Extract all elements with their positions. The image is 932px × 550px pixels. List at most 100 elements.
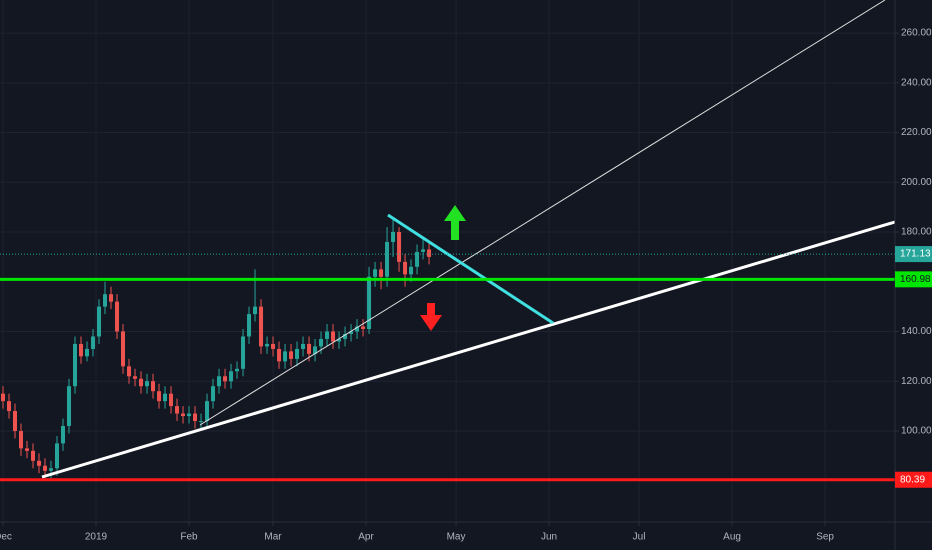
y-tick-label: 220.00 (901, 127, 932, 138)
candle-body (55, 443, 60, 469)
candle-body (181, 413, 186, 417)
drawings (41, 0, 896, 479)
candles (1, 217, 432, 480)
axes: 100.00 120.00 140.00 180.00 200.00 220.00 240.… (0, 28, 932, 543)
candle-body (97, 306, 102, 337)
candle-body (211, 386, 216, 402)
x-tick-label: Apr (358, 532, 374, 543)
candle-body (31, 450, 36, 461)
candle-body (85, 348, 90, 357)
trend-line (387, 213, 554, 325)
candle-body (49, 468, 54, 471)
x-tick-label: Jun (541, 532, 557, 543)
candle-body (295, 348, 300, 359)
x-tick-label: 2019 (85, 532, 108, 543)
candle-body (223, 376, 228, 382)
candle-body (109, 294, 114, 302)
candle-body (307, 343, 312, 354)
price-lines (0, 253, 895, 482)
down-arrow (420, 303, 442, 331)
candle-body (385, 241, 390, 277)
candle-body (79, 343, 84, 357)
candle-body (67, 386, 72, 427)
candle-body (193, 413, 198, 422)
trend-line (41, 220, 896, 479)
candle-body (115, 301, 120, 332)
candle-body (283, 351, 288, 362)
candle-body (229, 371, 234, 382)
candle-body (43, 465, 48, 471)
candle-body (151, 381, 156, 392)
candle-body (37, 460, 42, 466)
candle-body (13, 411, 18, 431)
x-tick-label: Jul (633, 532, 646, 543)
candle-body (427, 249, 432, 257)
candle-body (7, 401, 12, 412)
candle-body (163, 393, 168, 402)
candle-body (409, 266, 414, 275)
candle-body (91, 336, 96, 349)
y-tick-label: 140.00 (901, 326, 932, 337)
candle-body (337, 338, 342, 342)
x-tick-label: Feb (180, 532, 198, 543)
candle-body (343, 333, 348, 339)
candle-body (73, 343, 78, 387)
candle-body (421, 249, 426, 252)
candle-body (259, 306, 264, 347)
candle-body (169, 393, 174, 407)
x-tick-label: Sep (816, 532, 834, 543)
candle-body (373, 269, 378, 277)
candle-body (319, 338, 324, 347)
candle-body (313, 346, 318, 354)
candle-body (145, 381, 150, 387)
candle-body (391, 232, 396, 242)
x-tick-label: Mar (264, 532, 282, 543)
grid (0, 0, 895, 522)
candle-body (415, 251, 420, 267)
price-label: 171.13 (900, 249, 931, 260)
candle-body (19, 430, 24, 449)
candle-body (205, 401, 210, 422)
candle-body (355, 326, 360, 332)
price-label: 80.39 (900, 474, 925, 485)
candle-body (379, 269, 384, 277)
candle-body (325, 331, 330, 339)
candle-body (247, 314, 252, 337)
candle-body (1, 393, 6, 402)
y-tick-label: 260.00 (901, 28, 932, 39)
y-tick-label: 120.00 (901, 376, 932, 387)
price-label-box (895, 271, 932, 288)
x-tick-label: Dec (0, 532, 12, 543)
candle-body (253, 306, 258, 315)
price-label-box (895, 246, 932, 263)
y-tick-label: 240.00 (901, 77, 932, 88)
price-label: 160.98 (900, 274, 931, 285)
price-label-box (895, 471, 932, 488)
x-tick-label: Aug (723, 532, 741, 543)
candle-body (367, 276, 372, 330)
candle-body (157, 391, 162, 402)
candle-body (235, 368, 240, 372)
candle-body (25, 448, 30, 451)
candle-body (289, 351, 294, 359)
candle-body (241, 336, 246, 369)
candle-body (301, 343, 306, 349)
up-arrow (444, 205, 466, 240)
candle-body (277, 348, 282, 362)
candle-body (361, 326, 366, 330)
candle-body (397, 232, 402, 262)
candle-body (61, 426, 66, 444)
candle-body (139, 378, 144, 387)
y-tick-label: 200.00 (901, 177, 932, 188)
candle-body (199, 421, 204, 423)
y-tick-label: 100.00 (901, 426, 932, 437)
candle-body (217, 376, 222, 387)
candle-body (271, 343, 276, 349)
candle-body (265, 343, 270, 347)
candle-body (403, 261, 408, 275)
candle-body (121, 331, 126, 367)
candle-body (331, 331, 336, 342)
